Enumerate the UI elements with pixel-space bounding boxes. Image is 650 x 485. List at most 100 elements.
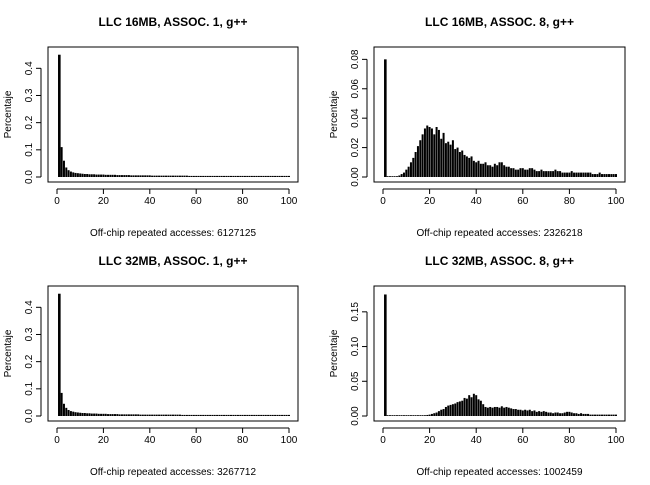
bar: [440, 138, 443, 177]
y-tick-label: 0.3: [24, 327, 35, 341]
bar: [500, 406, 503, 416]
bar: [88, 413, 91, 416]
bar: [395, 176, 398, 177]
bar: [517, 409, 520, 416]
bar: [384, 294, 387, 416]
bar: [398, 175, 401, 177]
y-tick-label: 0.0: [24, 170, 35, 184]
bar: [596, 414, 599, 416]
bar: [612, 174, 615, 177]
bar: [442, 132, 445, 177]
bar: [561, 413, 564, 416]
bar: [190, 175, 193, 177]
bar: [542, 171, 545, 177]
bar: [165, 414, 168, 416]
bar: [552, 171, 555, 177]
bar: [102, 174, 105, 177]
bar: [596, 174, 599, 177]
bar: [549, 171, 552, 177]
bar: [510, 408, 513, 416]
bar: [573, 172, 576, 177]
bar: [190, 414, 193, 416]
x-axis-label: Off-chip repeated accesses: 2326218: [416, 228, 582, 239]
bar: [512, 409, 515, 416]
bar: [479, 400, 482, 416]
bar: [253, 414, 256, 416]
bar: [545, 411, 548, 416]
bar: [547, 412, 550, 416]
bar: [178, 414, 181, 416]
bar: [234, 414, 237, 416]
bar: [421, 415, 424, 416]
bar: [151, 414, 154, 416]
x-tick-label: 0: [54, 196, 60, 207]
bar: [243, 414, 246, 416]
bar: [65, 407, 68, 416]
bar: [402, 172, 405, 177]
bar: [601, 414, 604, 416]
bar: [426, 125, 429, 177]
bar: [230, 175, 232, 177]
bar: [264, 414, 267, 416]
bar: [262, 414, 265, 416]
bar: [535, 411, 538, 416]
y-tick-label: 0.02: [350, 137, 361, 157]
x-tick-label: 100: [281, 435, 298, 446]
bar: [185, 175, 188, 177]
bar: [236, 175, 239, 177]
bar: [223, 175, 226, 177]
bar: [575, 413, 578, 416]
bar: [120, 414, 123, 416]
bar: [239, 414, 242, 416]
bar: [213, 175, 216, 177]
bar: [148, 175, 151, 177]
bar: [610, 414, 613, 416]
bar: [463, 154, 466, 177]
bar: [575, 172, 578, 177]
bar: [549, 412, 552, 416]
bar: [435, 412, 438, 416]
x-tick-label: 100: [281, 196, 298, 207]
bar: [209, 414, 212, 416]
bar: [276, 414, 279, 416]
bar: [580, 413, 583, 416]
bar: [257, 414, 260, 416]
x-tick-label: 80: [564, 435, 576, 446]
bar: [524, 409, 527, 416]
y-axis-label: Percentaje: [329, 90, 340, 138]
bar: [90, 413, 93, 416]
bar: [257, 175, 260, 177]
bar: [220, 414, 223, 416]
bar: [486, 407, 489, 416]
bar: [100, 413, 103, 416]
bar: [442, 409, 445, 416]
bar: [484, 406, 487, 416]
bar: [570, 171, 573, 177]
bar: [475, 395, 478, 416]
bar: [570, 412, 573, 416]
bar: [514, 409, 517, 416]
bar: [62, 160, 65, 177]
bar: [111, 174, 114, 177]
x-tick-label: 60: [517, 435, 529, 446]
bar: [67, 410, 70, 416]
bar: [104, 413, 107, 416]
x-tick-label: 0: [380, 196, 386, 207]
bar: [612, 414, 615, 416]
bar: [430, 413, 433, 416]
chart-panel-1: LLC 16MB, ASSOC. 1, g++ 0 20 40 60 80 100 0.0 0.…: [3, 15, 299, 239]
bar: [139, 175, 142, 177]
x-tick-label: 40: [471, 196, 483, 207]
bar: [118, 175, 121, 177]
bar: [160, 175, 163, 177]
y-tick-label: 0.08: [350, 49, 361, 69]
bar: [104, 174, 107, 177]
bar: [538, 171, 541, 177]
bar: [144, 175, 147, 177]
bar: [111, 414, 114, 416]
y-tick-label: 0.04: [350, 108, 361, 128]
bar: [288, 175, 290, 177]
bar: [589, 414, 592, 416]
bar: [409, 162, 412, 177]
